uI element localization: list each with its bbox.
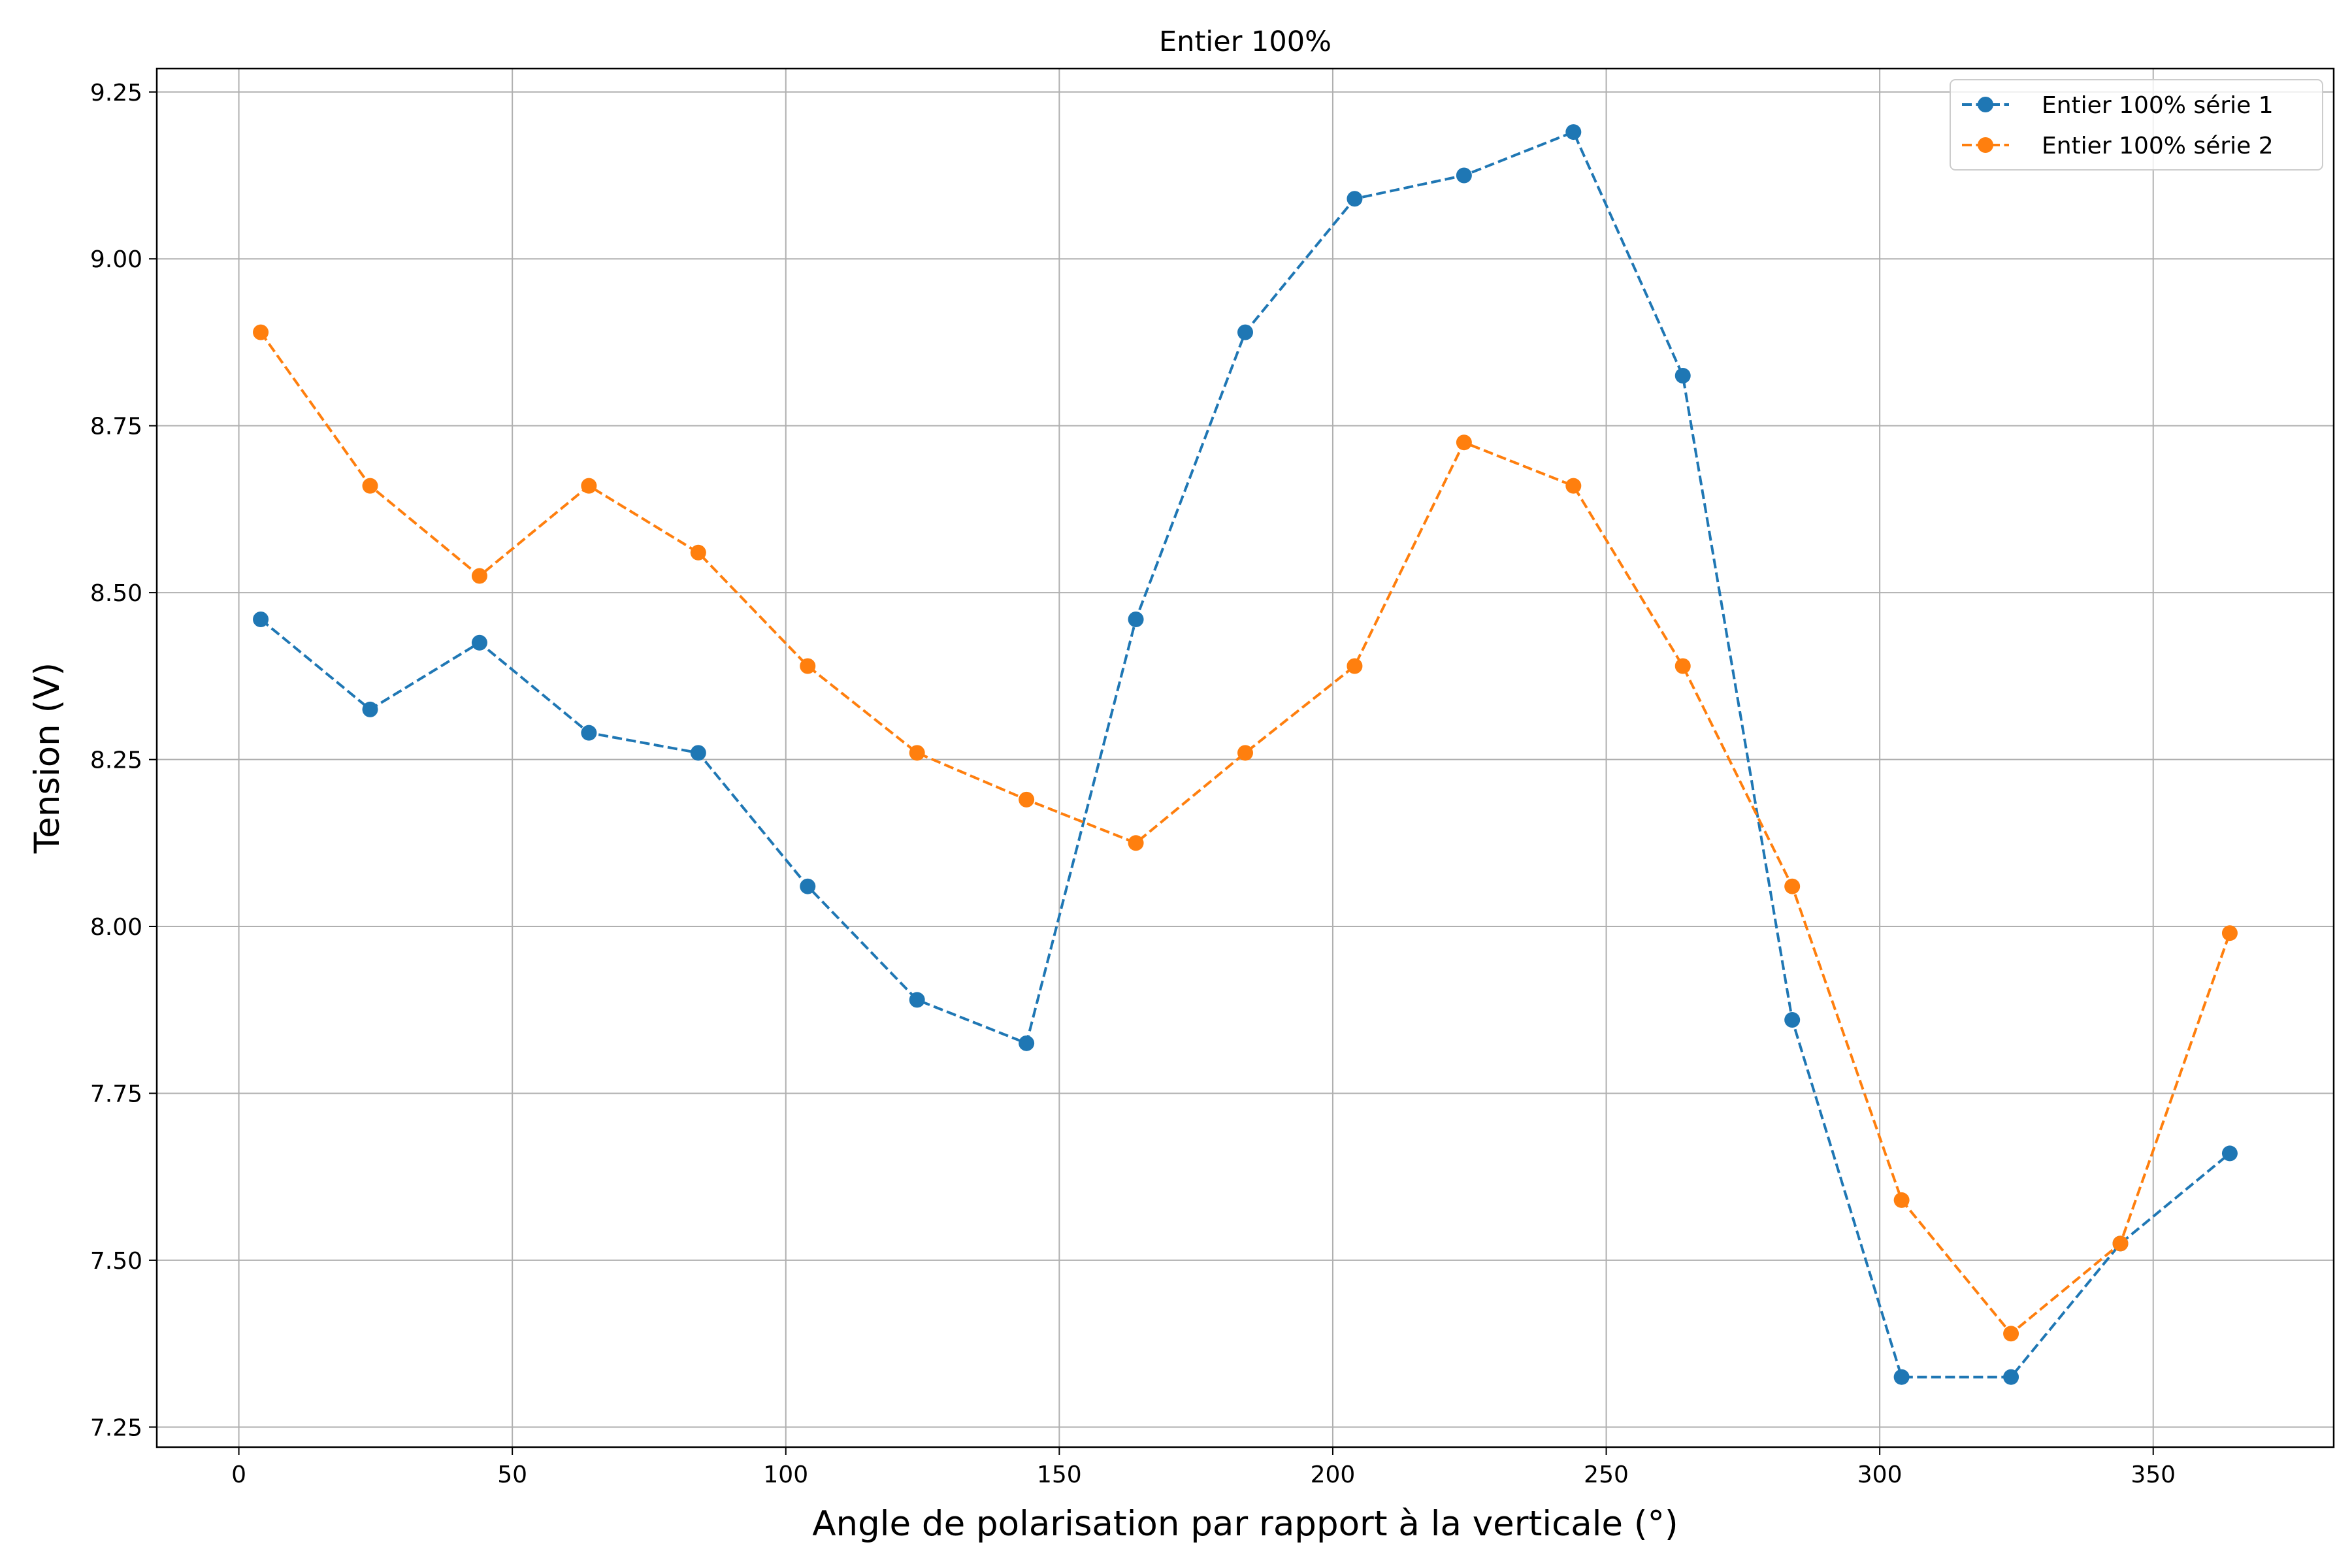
series-2-point [2112,1235,2129,1252]
x-tick-label: 300 [1857,1462,1903,1488]
y-tick-label: 9.00 [90,246,142,273]
x-tick-label: 0 [231,1462,246,1488]
series-1-point [1019,1035,1035,1051]
series-2-point [1019,791,1035,808]
y-tick-label: 7.75 [90,1081,142,1107]
series-1-point [1784,1012,1801,1028]
y-axis-label: Tension (V) [27,662,67,854]
legend-label: Entier 100% série 2 [2042,133,2274,159]
x-tick-label: 250 [1584,1462,1629,1488]
series-2-point [581,478,597,494]
series-2-point [253,324,269,340]
x-tick-label: 100 [763,1462,808,1488]
y-tick-label: 8.75 [90,414,142,440]
series-1-point [471,634,487,651]
x-tick-label: 350 [2131,1462,2176,1488]
y-tick-label: 8.25 [90,747,142,774]
series-2-point [909,745,925,761]
y-tick-label: 8.00 [90,914,142,941]
series-1-point [1128,611,1144,627]
series-1-point [800,878,816,894]
series-1-point [2003,1369,2019,1385]
series-2-point [1347,658,1363,674]
series-2-point [471,568,487,584]
x-axis-label: Angle de polarisation par rapport à la v… [812,1504,1678,1544]
series-2-line [259,331,2231,1336]
legend-marker [1978,137,1993,153]
x-tick-label: 200 [1311,1462,1356,1488]
series-2-point [800,658,816,674]
axis-ticks: 0 50 100 150 200 250 300 350 7.25 7.50 7.75 8.00 8.2… [90,80,2176,1488]
legend: Entier 100% série 1 Entier 100% série 2 [1950,79,2323,171]
series-2-point [2221,925,2238,941]
series-2-point [1456,434,1472,451]
plot-area-frame [155,67,2335,1448]
series-1-point [581,725,597,741]
series-1-point [1565,124,1582,140]
y-tick-label: 7.50 [90,1248,142,1275]
series-2-point [1674,658,1691,674]
legend-marker [1978,97,1993,112]
series-2-point [1237,745,1253,761]
series-2-point [1893,1192,1910,1208]
series-1-point [909,992,925,1008]
series-2-point [1565,478,1582,494]
x-tick-label: 50 [497,1462,527,1488]
chart-title: Entier 100% [1159,25,1331,58]
series-2-point [2003,1326,2019,1342]
series-1-point [253,611,269,627]
legend-label: Entier 100% série 1 [2042,92,2274,119]
series-1-point [1674,368,1691,384]
series-2-point [1128,835,1144,851]
x-tick-label: 150 [1037,1462,1082,1488]
series-2-point [1784,878,1801,894]
series-1-point [1456,167,1472,184]
series-2-point [690,544,706,561]
series-1-point [1347,191,1363,207]
series-1-point [1237,324,1253,340]
series-2-point [362,478,378,494]
series-1-point [2221,1145,2238,1162]
y-tick-label: 9.25 [90,80,142,106]
y-tick-label: 8.50 [90,580,142,607]
y-tick-label: 7.25 [90,1414,142,1441]
series-1-point [362,701,378,717]
series-1-point [690,745,706,761]
series-1-point [1893,1369,1910,1385]
series-layer [253,124,2238,1385]
legend-box [1950,79,2323,171]
